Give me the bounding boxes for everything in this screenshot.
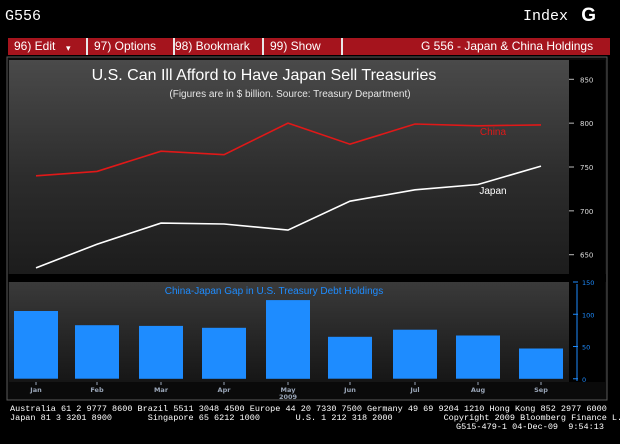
menu-divider (262, 38, 264, 55)
y-tick-label: 850 (580, 76, 593, 84)
bar-chart-title: China-Japan Gap in U.S. Treasury Debt Ho… (165, 286, 383, 297)
x-tick-label: Jul (409, 386, 419, 394)
menu-bar: 96) Edit ▾ 97) Options 98) Bookmark 99) … (8, 38, 610, 55)
bar-y-tick-label: 150 (582, 279, 594, 287)
chart-area: U.S. Can Ill Afford to Have Japan Sell T… (6, 56, 608, 401)
menu-options[interactable]: 97) Options (94, 39, 157, 53)
line-plot-background (9, 60, 569, 274)
x-tick-label: Aug (471, 386, 486, 394)
line-axis-strip (569, 60, 605, 274)
x-tick-label: Jun (343, 386, 356, 394)
index-key[interactable]: G (581, 5, 596, 26)
y-tick-label: 700 (580, 208, 593, 216)
screen-code: G556 (5, 8, 42, 25)
menu-divider (341, 38, 343, 55)
line-chart-title: U.S. Can Ill Afford to Have Japan Sell T… (92, 67, 437, 84)
line-chart-subtitle: (Figures are in $ billion. Source: Treas… (169, 89, 410, 100)
bar-feb (75, 325, 119, 379)
footer-page-id: G515-479-1 04-Dec-09 9:54:13 (456, 422, 604, 432)
series-line-japan (35, 165, 542, 269)
bar-chart-panel: China-Japan Gap in U.S. Treasury Debt Ho… (9, 279, 605, 384)
top-bar: G556 Index G (0, 0, 620, 34)
bar-jun (328, 336, 372, 379)
bar-apr (202, 327, 246, 379)
bar-jul (393, 329, 437, 379)
panel-divider (8, 274, 606, 282)
menu-edit[interactable]: 96) Edit (14, 39, 56, 53)
bar-sep (519, 348, 563, 379)
series-label-japan: Japan (479, 186, 506, 197)
chevron-down-icon[interactable]: ▾ (66, 43, 71, 53)
x-tick-label: May (281, 386, 297, 394)
footer-contacts-line-1: Australia 61 2 9777 8600 Brazil 5511 304… (10, 404, 607, 414)
footer: Australia 61 2 9777 8600 Brazil 5511 304… (0, 404, 620, 444)
y-tick-label: 750 (580, 164, 593, 172)
bar-may (266, 300, 310, 379)
x-tick-label: Sep (534, 386, 548, 394)
menu-show[interactable]: 99) Show (270, 39, 321, 53)
series-label-china: China (480, 127, 507, 138)
bar-mar (139, 325, 183, 379)
bar-y-tick-label: 50 (582, 344, 590, 352)
bar-y-tick-label: 0 (582, 376, 586, 384)
x-tick-label: Mar (154, 386, 169, 394)
y-tick-label: 800 (580, 120, 593, 128)
screen-title: G 556 - Japan & China Holdings (421, 39, 594, 53)
menu-bookmark[interactable]: 98) Bookmark (175, 39, 250, 53)
menu-divider (173, 38, 175, 55)
menu-divider (86, 38, 88, 55)
y-tick-label: 650 (580, 252, 593, 260)
x-tick-label: Apr (218, 386, 232, 394)
footer-contacts-line-2: Japan 81 3 3201 8900 Singapore 65 6212 1… (10, 413, 620, 423)
series-line-china (35, 122, 542, 177)
bar-aug (456, 335, 500, 379)
bar-axis-strip (569, 282, 605, 382)
bar-y-tick-label: 100 (582, 311, 594, 319)
x-tick-label: Jan (29, 386, 42, 394)
x-tick-label: Feb (90, 386, 104, 394)
bar-jan (14, 311, 58, 379)
index-label: Index (522, 8, 568, 25)
x-axis-year-label: 2009 (279, 393, 298, 401)
line-chart-panel: U.S. Can Ill Afford to Have Japan Sell T… (9, 60, 605, 274)
